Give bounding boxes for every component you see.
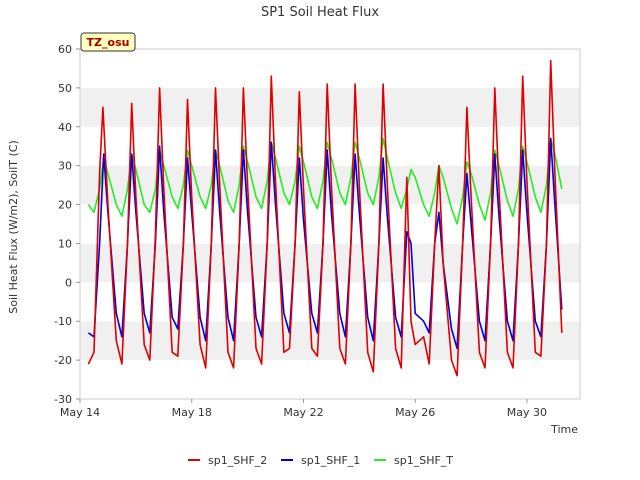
chart-title: SP1 Soil Heat Flux bbox=[261, 5, 379, 20]
x-axis-ticks: May 14 May 18 May 22 May 26 May 30 bbox=[60, 399, 547, 419]
y-axis-ticks: -30 -20 -10 0 10 20 30 40 50 60 bbox=[54, 43, 80, 406]
y-axis-label: Soil Heat Flux (W/m2), SoilT (C) bbox=[7, 140, 20, 313]
x-tick-label: May 18 bbox=[172, 406, 212, 419]
x-tick-label: May 26 bbox=[395, 406, 435, 419]
y-tick-label: 40 bbox=[58, 121, 72, 134]
plot-band bbox=[80, 360, 580, 399]
legend-label: sp1_SHF_2 bbox=[208, 454, 267, 467]
plot-band bbox=[80, 87, 580, 127]
y-tick-label: 0 bbox=[65, 276, 72, 289]
y-tick-label: 60 bbox=[58, 43, 72, 56]
y-tick-label: 10 bbox=[58, 237, 72, 250]
y-tick-label: 50 bbox=[58, 82, 72, 95]
series-lines bbox=[87, 59, 563, 377]
series-line-sp1_SHF_2 bbox=[87, 59, 563, 377]
annotation-label: TZ_osu bbox=[87, 36, 130, 49]
legend: sp1_SHF_2 sp1_SHF_1 sp1_SHF_T bbox=[188, 454, 453, 467]
annotation-box: TZ_osu bbox=[80, 32, 136, 52]
x-tick-label: May 30 bbox=[507, 406, 547, 419]
plot-band bbox=[80, 243, 580, 283]
y-tick-label: -20 bbox=[54, 354, 72, 367]
plot-band bbox=[80, 282, 580, 322]
legend-label: sp1_SHF_T bbox=[394, 454, 453, 467]
plot-band bbox=[80, 49, 580, 88]
legend-label: sp1_SHF_1 bbox=[301, 454, 360, 467]
x-axis-label: Time bbox=[550, 423, 578, 436]
y-tick-label: -10 bbox=[54, 315, 72, 328]
y-tick-label: -30 bbox=[54, 393, 72, 406]
y-tick-label: 20 bbox=[58, 199, 72, 212]
x-tick-label: May 22 bbox=[283, 406, 323, 419]
y-tick-label: 30 bbox=[58, 160, 72, 173]
x-tick-label: May 14 bbox=[60, 406, 100, 419]
plot-frame bbox=[79, 48, 581, 400]
plot-band bbox=[80, 321, 580, 361]
